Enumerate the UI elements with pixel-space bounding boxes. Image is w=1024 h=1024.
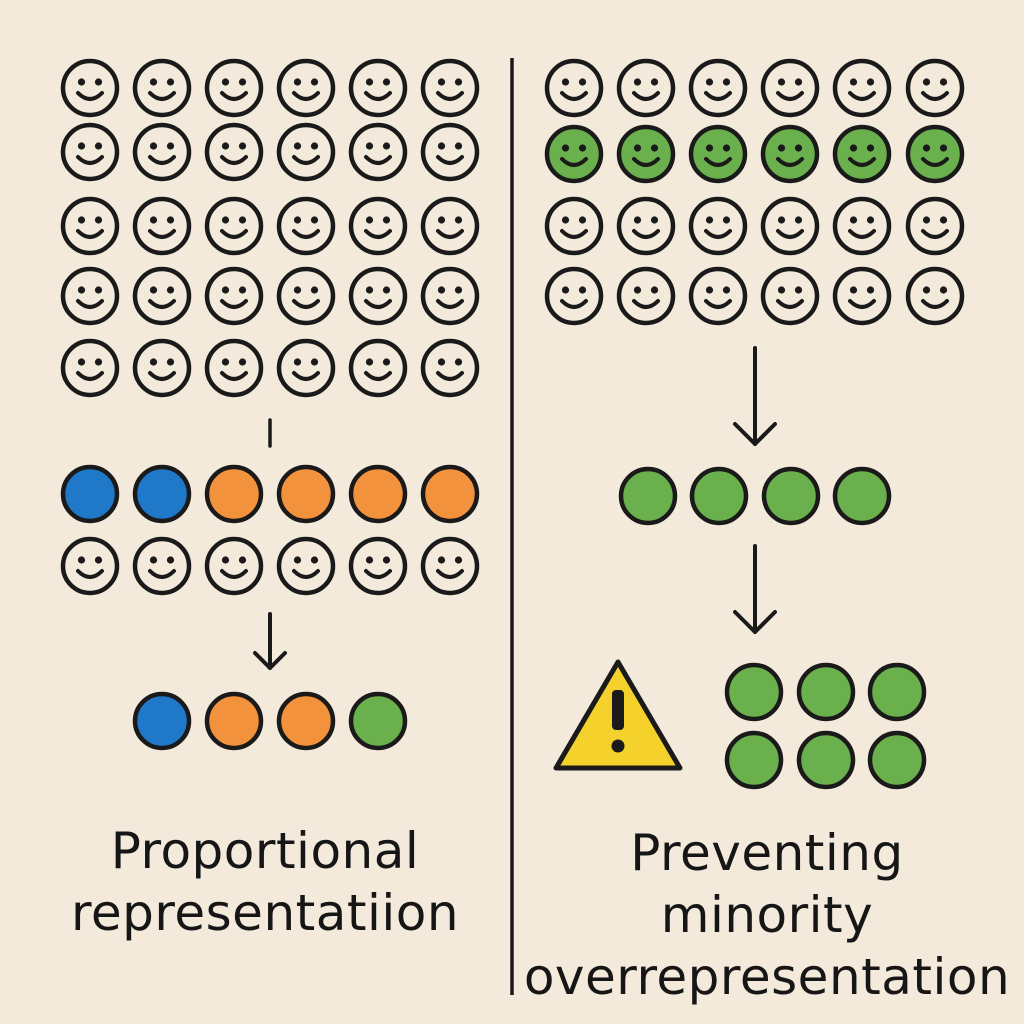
result-dot-green xyxy=(724,730,784,790)
population-face xyxy=(544,196,604,256)
population-face xyxy=(204,58,264,118)
population-face xyxy=(832,58,892,118)
population-face xyxy=(905,58,965,118)
right-caption-line1: Preventing xyxy=(630,824,904,882)
population-face xyxy=(348,122,408,182)
population-face xyxy=(420,122,480,182)
left-caption-line2: representatiion xyxy=(70,884,460,942)
result-dot-blue xyxy=(132,691,192,751)
population-face xyxy=(132,536,192,596)
population-face xyxy=(348,338,408,398)
group-dot-orange xyxy=(204,464,264,524)
population-face xyxy=(204,338,264,398)
result-dot-green xyxy=(867,730,927,790)
warning-triangle-icon xyxy=(553,659,683,771)
population-face xyxy=(420,196,480,256)
population-face xyxy=(60,122,120,182)
intermediate-dot-green xyxy=(761,466,821,526)
population-face xyxy=(132,266,192,326)
population-face xyxy=(420,338,480,398)
population-face xyxy=(348,196,408,256)
population-face xyxy=(60,536,120,596)
population-face xyxy=(420,266,480,326)
population-face xyxy=(60,266,120,326)
population-face xyxy=(132,58,192,118)
population-face xyxy=(204,122,264,182)
population-face xyxy=(760,58,820,118)
result-dot-green xyxy=(796,662,856,722)
population-face xyxy=(616,266,676,326)
result-dot-orange xyxy=(204,691,264,751)
highlighted-face xyxy=(688,124,748,184)
population-face xyxy=(348,58,408,118)
population-face xyxy=(276,536,336,596)
left-caption: Proportional representatiion xyxy=(30,820,500,944)
population-face xyxy=(132,196,192,256)
population-face xyxy=(276,58,336,118)
result-dot-green xyxy=(348,691,408,751)
population-face xyxy=(276,338,336,398)
population-face xyxy=(348,266,408,326)
population-face xyxy=(276,266,336,326)
down-arrow-icon xyxy=(253,612,287,670)
group-dot-blue xyxy=(132,464,192,524)
highlighted-face xyxy=(616,124,676,184)
population-face xyxy=(760,266,820,326)
population-face xyxy=(832,196,892,256)
population-face xyxy=(348,536,408,596)
population-face xyxy=(832,266,892,326)
population-face xyxy=(420,536,480,596)
highlighted-face xyxy=(905,124,965,184)
group-dot-orange xyxy=(348,464,408,524)
population-face xyxy=(276,122,336,182)
intermediate-dot-green xyxy=(689,466,749,526)
population-face xyxy=(276,196,336,256)
population-face xyxy=(132,122,192,182)
down-arrow-icon xyxy=(733,346,777,446)
population-face xyxy=(420,58,480,118)
intermediate-dot-green xyxy=(618,466,678,526)
population-face xyxy=(60,58,120,118)
group-dot-orange xyxy=(420,464,480,524)
left-caption-line1: Proportional xyxy=(110,822,420,880)
population-face xyxy=(688,196,748,256)
right-caption-line3: overrepresentation xyxy=(523,948,1011,1006)
population-face xyxy=(616,58,676,118)
population-face xyxy=(905,266,965,326)
group-dot-orange xyxy=(276,464,336,524)
population-face xyxy=(204,196,264,256)
population-face xyxy=(204,536,264,596)
population-face xyxy=(60,338,120,398)
population-face xyxy=(132,338,192,398)
population-face xyxy=(905,196,965,256)
population-face xyxy=(760,196,820,256)
highlighted-face xyxy=(832,124,892,184)
population-face xyxy=(688,266,748,326)
population-face xyxy=(60,196,120,256)
down-arrow-icon xyxy=(733,544,777,634)
population-face xyxy=(204,266,264,326)
population-face xyxy=(616,196,676,256)
right-caption: Preventing minority overrepresentation xyxy=(520,822,1014,1008)
result-dot-green xyxy=(867,662,927,722)
population-face xyxy=(544,266,604,326)
result-dot-green xyxy=(796,730,856,790)
right-caption-line2: minority xyxy=(660,886,874,944)
result-dot-green xyxy=(724,662,784,722)
population-face xyxy=(688,58,748,118)
population-face xyxy=(544,58,604,118)
result-dot-orange xyxy=(276,691,336,751)
intermediate-dot-green xyxy=(832,466,892,526)
highlighted-face xyxy=(760,124,820,184)
group-dot-blue xyxy=(60,464,120,524)
highlighted-face xyxy=(544,124,604,184)
